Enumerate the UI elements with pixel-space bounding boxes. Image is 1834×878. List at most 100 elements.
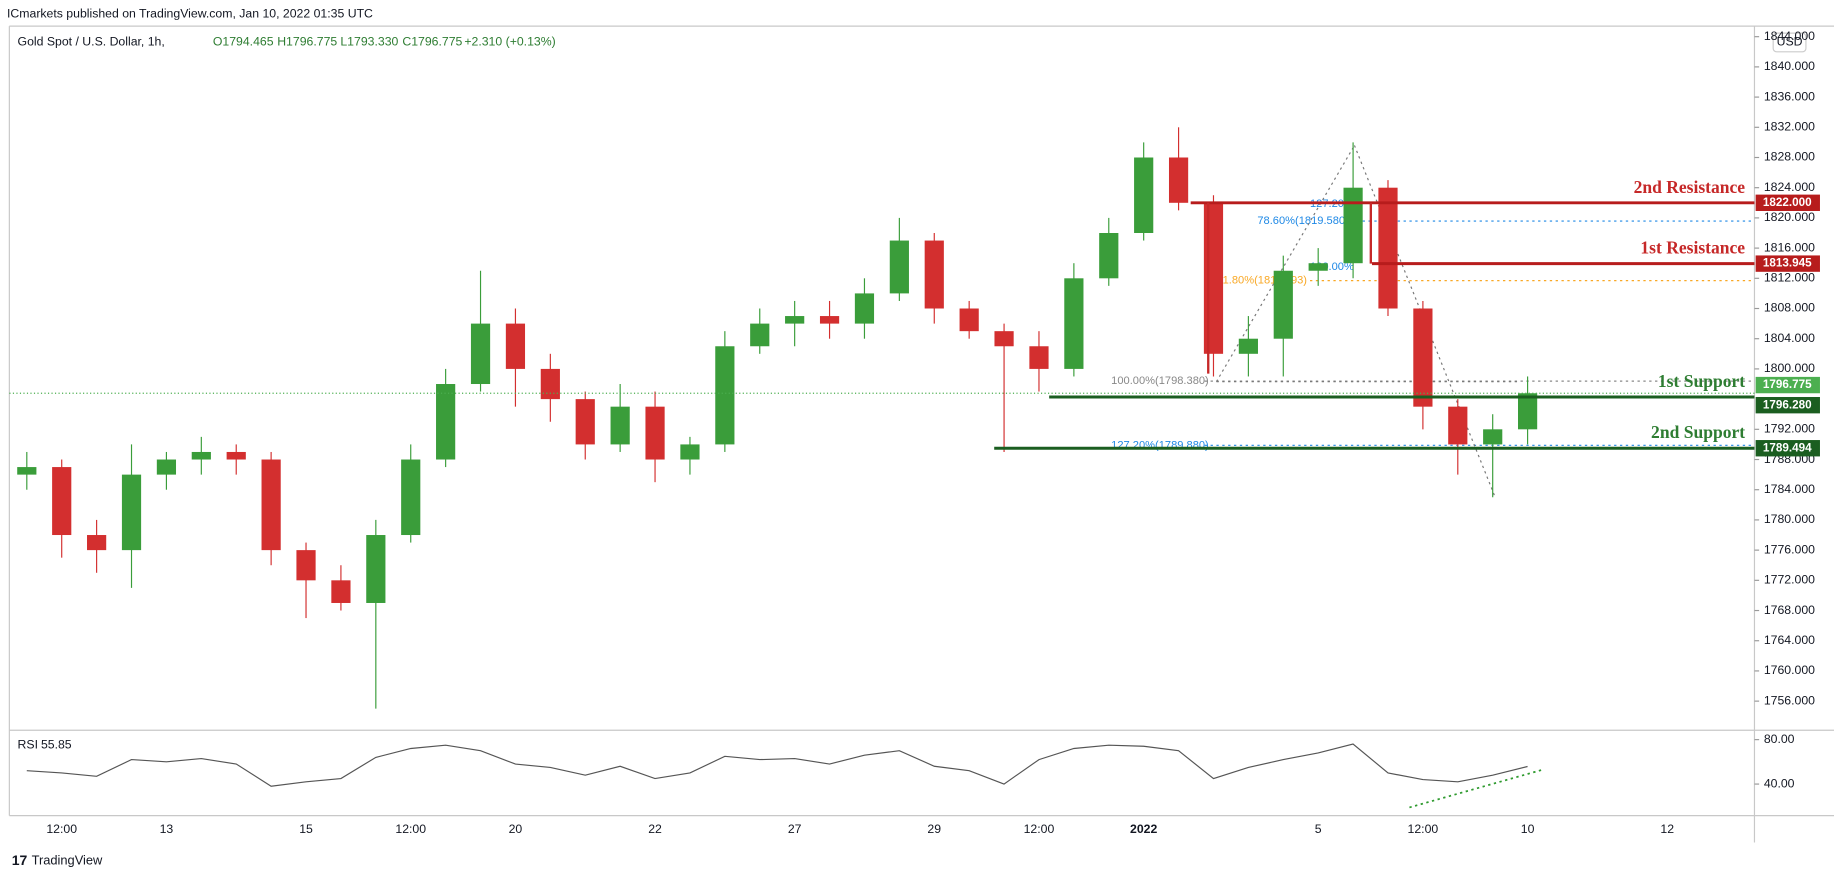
level-name: 2nd Support	[1651, 422, 1745, 442]
x-tick-label: 2022	[1130, 822, 1157, 836]
x-tick-label: 5	[1315, 822, 1322, 836]
y-tick-label: 40.00	[1764, 776, 1795, 790]
footer: TradingView	[32, 853, 103, 868]
y-tick-label: 1780.000	[1764, 512, 1815, 526]
candle-body	[680, 444, 700, 460]
level-name: 1st Resistance	[1640, 238, 1745, 258]
y-tick-label: 1792.000	[1764, 422, 1815, 436]
price-badge-label: 1813.945	[1763, 257, 1812, 270]
candle-body	[156, 459, 177, 475]
symbol: Gold Spot / U.S. Dollar, 1h,	[18, 35, 165, 49]
candle-body	[1308, 263, 1328, 271]
y-tick-label: 80.00	[1764, 732, 1795, 746]
x-tick-label: 12	[1660, 822, 1674, 836]
y-tick-label: 1784.000	[1764, 482, 1815, 496]
candle-body	[994, 331, 1014, 347]
y-tick-label: 1840.000	[1764, 59, 1815, 73]
candle-body	[401, 459, 421, 536]
candle-body	[959, 308, 979, 332]
pattern-line	[1215, 145, 1355, 382]
candle-body	[785, 316, 805, 324]
rsi-line	[26, 743, 1528, 787]
y-tick-label: 1756.000	[1764, 693, 1815, 707]
candle-body	[1343, 187, 1363, 264]
currency: USD	[1777, 35, 1803, 49]
level-name: 1st Support	[1658, 371, 1745, 391]
x-tick-label: 12:00	[1024, 822, 1055, 836]
y-tick-label: 1824.000	[1764, 180, 1815, 194]
candle-body	[854, 293, 875, 324]
ohlc-close: C1796.775	[402, 35, 462, 49]
candle-body	[540, 368, 560, 400]
fib-label: 61.80%(1811.693)	[1216, 275, 1307, 287]
candle-body	[575, 399, 595, 445]
x-tick-label: 22	[648, 822, 662, 836]
x-tick-label: 15	[299, 822, 313, 836]
candle-body	[610, 406, 630, 445]
candle-body	[226, 451, 246, 460]
ohlc-low: L1793.330	[340, 35, 398, 49]
y-tick-label: 1808.000	[1764, 301, 1815, 315]
rsi-title: RSI	[18, 738, 38, 752]
y-tick-label: 1764.000	[1764, 633, 1815, 647]
candle-body	[121, 474, 142, 551]
y-tick-label: 1776.000	[1764, 542, 1815, 556]
x-tick-label: 12:00	[46, 822, 77, 836]
y-tick-label: 1772.000	[1764, 573, 1815, 587]
candle-body	[261, 459, 281, 551]
candle-body	[715, 346, 735, 445]
price-badge-label: 1789.494	[1763, 441, 1812, 454]
price-badge	[1755, 255, 1820, 272]
candle-body	[1413, 308, 1433, 407]
candle-body	[17, 467, 37, 475]
candle-body	[645, 406, 665, 460]
candle-body	[1448, 406, 1468, 445]
change: +2.310 (+0.13%)	[464, 35, 555, 49]
candle-body	[1518, 393, 1538, 430]
candle-body	[331, 580, 351, 603]
y-tick-label: 1800.000	[1764, 361, 1815, 375]
price-badge	[1755, 440, 1820, 457]
ohlc-high: H1796.775	[277, 35, 337, 49]
x-tick-label: 10	[1521, 822, 1535, 836]
candle-body	[1273, 270, 1293, 339]
candle-body	[819, 316, 840, 324]
logo-mark: 17	[12, 852, 28, 868]
y-tick-label: 1768.000	[1764, 603, 1815, 617]
price-badge-label: 1796.280	[1763, 398, 1812, 411]
x-tick-label: 29	[927, 822, 941, 836]
y-tick-label: 1816.000	[1764, 240, 1815, 254]
y-tick-label: 1804.000	[1764, 331, 1815, 345]
candle-body	[87, 535, 107, 551]
candle-body	[1238, 338, 1258, 354]
x-tick-label: 20	[509, 822, 523, 836]
candle-body	[1099, 233, 1119, 279]
ohlc-open: O1794.465	[213, 35, 274, 49]
y-tick-label: 1820.000	[1764, 210, 1815, 224]
currency-box	[1772, 32, 1807, 53]
candle-body	[1134, 157, 1154, 234]
y-tick-label: 1828.000	[1764, 150, 1815, 164]
candle-body	[750, 323, 770, 347]
price-badge	[1755, 376, 1820, 394]
candle-body	[366, 535, 386, 603]
candle-body	[52, 467, 72, 536]
candle-body	[296, 550, 316, 581]
x-tick-label: 12:00	[395, 822, 426, 836]
x-tick-label: 13	[160, 822, 174, 836]
y-tick-label: 1812.000	[1764, 271, 1815, 285]
price-badge-label: 1822.000	[1763, 196, 1812, 209]
y-tick-label: 1836.000	[1764, 89, 1815, 103]
x-tick-label: 27	[788, 822, 802, 836]
candle-body	[191, 451, 211, 460]
candle-body	[1064, 278, 1084, 369]
y-tick-label: 1844.000	[1764, 29, 1815, 43]
publisher: ICmarkets published on TradingView.com, …	[7, 7, 373, 21]
candle-body	[889, 240, 909, 294]
price-badge-label: 1796.775	[1763, 378, 1812, 391]
level-name: 2nd Resistance	[1634, 177, 1746, 197]
y-tick-label: 1760.000	[1764, 663, 1815, 677]
fib-label: 78.60%(1819.580)	[1257, 215, 1349, 227]
